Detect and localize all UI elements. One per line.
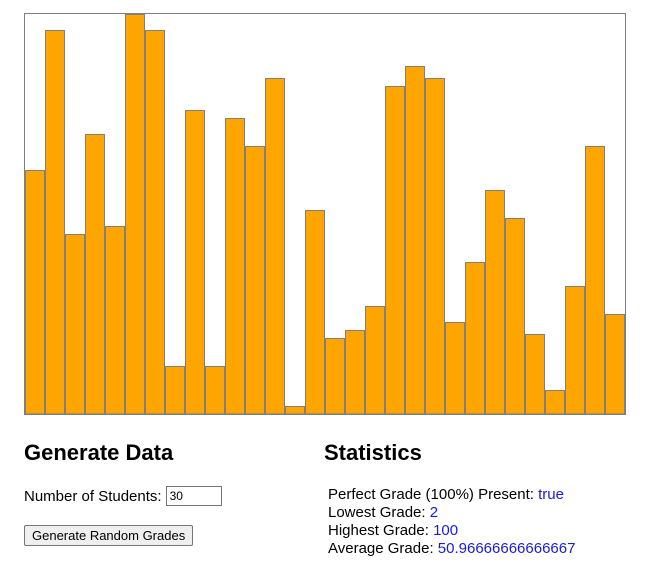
average-grade-value: 50.96666666666667 [437,540,576,557]
bar-17 [345,330,365,414]
bar-28 [565,286,585,414]
statistics-heading: Statistics [324,440,422,465]
bar-13 [265,78,285,414]
bar-22 [445,322,465,414]
bar-29 [585,146,605,414]
bar-26 [525,334,545,414]
bar-19 [385,86,405,414]
bar-chart-svg [25,14,625,414]
lowest-grade-value: 2 [429,504,439,521]
generate-data-heading: Generate Data [24,440,174,465]
bar-5 [105,226,125,414]
perfect-grade-value: true [538,486,564,503]
bar-3 [65,234,85,414]
bar-chart [24,13,626,415]
bar-20 [405,66,425,414]
bar-1 [25,170,45,414]
bar-24 [485,190,505,414]
highest-grade-value: 100 [433,522,459,539]
bar-21 [425,78,445,414]
bar-12 [245,146,265,414]
perfect-grade-label: Perfect Grade (100%) Present: [328,486,534,503]
perfect-grade-row: Perfect Grade (100%) Present: true [328,486,575,504]
bar-25 [505,218,525,414]
students-count-input[interactable] [165,486,222,506]
bar-11 [225,118,245,414]
bar-6 [125,14,145,414]
generate-random-grades-button[interactable]: Generate Random Grades [24,525,194,546]
lowest-grade-row: Lowest Grade: 2 [328,504,575,522]
highest-grade-row: Highest Grade: 100 [328,522,575,540]
bar-23 [465,262,485,414]
bar-16 [325,338,345,414]
bar-27 [545,390,565,414]
students-label: Number of Students: [24,487,162,505]
bar-10 [205,366,225,414]
bar-2 [45,30,65,414]
bar-30 [605,314,625,414]
bar-9 [185,110,205,414]
bar-7 [145,30,165,414]
bar-18 [365,306,385,414]
highest-grade-label: Highest Grade: [328,522,429,539]
statistics-list: Perfect Grade (100%) Present: true Lowes… [328,486,575,558]
average-grade-label: Average Grade: [328,540,434,557]
average-grade-row: Average Grade: 50.96666666666667 [328,540,575,558]
lowest-grade-label: Lowest Grade: [328,504,426,521]
students-row: Number of Students: [24,486,222,506]
bar-4 [85,134,105,414]
bar-14 [285,406,305,414]
bar-15 [305,210,325,414]
bar-8 [165,366,185,414]
